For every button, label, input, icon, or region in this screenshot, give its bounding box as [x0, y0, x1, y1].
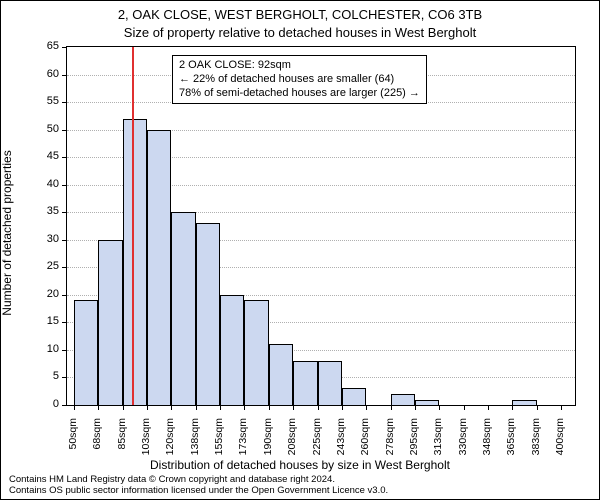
- x-tick-mark: [74, 405, 75, 410]
- x-tick-mark: [415, 405, 416, 410]
- histogram-bar: [123, 119, 147, 405]
- y-tick-mark: [62, 130, 67, 131]
- x-tick-label: 208sqm: [286, 418, 298, 468]
- x-tick-mark: [171, 405, 172, 410]
- y-tick-mark: [62, 267, 67, 268]
- x-tick-label: 400sqm: [554, 418, 566, 468]
- x-tick-label: 173sqm: [237, 418, 249, 468]
- histogram-bar: [244, 300, 268, 405]
- x-tick-mark: [293, 405, 294, 410]
- histogram-bar: [98, 240, 122, 405]
- annotation-line-3: 78% of semi-detached houses are larger (…: [179, 87, 420, 101]
- x-tick-label: 190sqm: [262, 418, 274, 468]
- x-tick-mark: [318, 405, 319, 410]
- x-tick-mark: [244, 405, 245, 410]
- histogram-bar: [342, 388, 366, 405]
- title-line-2: Size of property relative to detached ho…: [1, 25, 599, 40]
- x-tick-label: 103sqm: [140, 418, 152, 468]
- y-tick-label: 45: [29, 150, 59, 162]
- footer-line-2: Contains OS public sector information li…: [9, 486, 388, 497]
- annotation-line-1: 2 OAK CLOSE: 92sqm: [179, 59, 420, 73]
- y-tick-mark: [62, 75, 67, 76]
- x-tick-mark: [488, 405, 489, 410]
- x-tick-label: 155sqm: [213, 418, 225, 468]
- y-tick-label: 25: [29, 260, 59, 272]
- y-tick-mark: [62, 240, 67, 241]
- histogram-bar: [147, 130, 171, 405]
- histogram-bar: [220, 295, 244, 405]
- x-tick-label: 120sqm: [164, 418, 176, 468]
- y-tick-label: 20: [29, 288, 59, 300]
- y-tick-label: 5: [29, 370, 59, 382]
- x-tick-mark: [220, 405, 221, 410]
- y-tick-label: 60: [29, 68, 59, 80]
- y-tick-label: 30: [29, 233, 59, 245]
- x-tick-label: 260sqm: [359, 418, 371, 468]
- x-tick-label: 295sqm: [408, 418, 420, 468]
- histogram-bar: [74, 300, 98, 405]
- x-tick-mark: [147, 405, 148, 410]
- footer-attribution: Contains HM Land Registry data © Crown c…: [9, 475, 388, 497]
- x-tick-mark: [537, 405, 538, 410]
- x-tick-label: 330sqm: [457, 418, 469, 468]
- x-tick-mark: [123, 405, 124, 410]
- plot-area: 2 OAK CLOSE: 92sqm ← 22% of detached hou…: [66, 46, 576, 406]
- y-tick-label: 55: [29, 95, 59, 107]
- x-tick-mark: [391, 405, 392, 410]
- x-tick-mark: [439, 405, 440, 410]
- x-tick-label: 278sqm: [384, 418, 396, 468]
- y-tick-label: 0: [29, 398, 59, 410]
- x-tick-label: 365sqm: [505, 418, 517, 468]
- x-tick-mark: [561, 405, 562, 410]
- y-tick-mark: [62, 322, 67, 323]
- x-tick-mark: [98, 405, 99, 410]
- x-tick-label: 68sqm: [91, 418, 103, 468]
- y-tick-mark: [62, 295, 67, 296]
- annotation-box: 2 OAK CLOSE: 92sqm ← 22% of detached hou…: [172, 55, 427, 104]
- y-axis-label: Number of detached properties: [0, 150, 14, 315]
- y-tick-mark: [62, 350, 67, 351]
- histogram-bar: [196, 223, 220, 405]
- annotation-line-2: ← 22% of detached houses are smaller (64…: [179, 73, 420, 87]
- x-tick-label: 313sqm: [432, 418, 444, 468]
- x-tick-label: 225sqm: [311, 418, 323, 468]
- x-tick-label: 50sqm: [67, 418, 79, 468]
- x-tick-mark: [512, 405, 513, 410]
- x-tick-mark: [269, 405, 270, 410]
- x-tick-mark: [342, 405, 343, 410]
- marker-line: [132, 47, 134, 405]
- y-tick-mark: [62, 185, 67, 186]
- y-tick-mark: [62, 405, 67, 406]
- histogram-bar: [415, 400, 439, 406]
- histogram-bar: [512, 400, 536, 406]
- y-tick-mark: [62, 377, 67, 378]
- y-tick-mark: [62, 102, 67, 103]
- y-tick-mark: [62, 47, 67, 48]
- x-tick-label: 243sqm: [335, 418, 347, 468]
- x-tick-mark: [366, 405, 367, 410]
- y-tick-label: 10: [29, 343, 59, 355]
- y-tick-mark: [62, 212, 67, 213]
- y-tick-label: 40: [29, 178, 59, 190]
- title-line-1: 2, OAK CLOSE, WEST BERGHOLT, COLCHESTER,…: [1, 7, 599, 22]
- x-tick-mark: [196, 405, 197, 410]
- y-tick-label: 50: [29, 123, 59, 135]
- histogram-bar: [391, 394, 415, 405]
- y-tick-mark: [62, 157, 67, 158]
- x-tick-label: 383sqm: [530, 418, 542, 468]
- histogram-bar: [293, 361, 317, 405]
- y-tick-label: 35: [29, 205, 59, 217]
- x-tick-mark: [464, 405, 465, 410]
- y-tick-label: 65: [29, 40, 59, 52]
- histogram-bar: [318, 361, 342, 405]
- histogram-bar: [171, 212, 195, 405]
- chart-container: 2, OAK CLOSE, WEST BERGHOLT, COLCHESTER,…: [0, 0, 600, 500]
- x-tick-label: 138sqm: [189, 418, 201, 468]
- y-tick-label: 15: [29, 315, 59, 327]
- x-tick-label: 85sqm: [116, 418, 128, 468]
- histogram-bar: [269, 344, 293, 405]
- x-tick-label: 348sqm: [481, 418, 493, 468]
